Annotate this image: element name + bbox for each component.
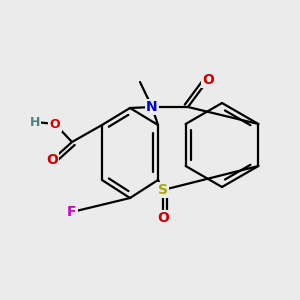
Text: O: O xyxy=(202,73,214,87)
Text: F: F xyxy=(67,205,77,219)
Text: O: O xyxy=(46,153,58,167)
Text: S: S xyxy=(158,183,168,197)
Text: N: N xyxy=(146,100,158,114)
Text: O: O xyxy=(50,118,60,130)
Text: O: O xyxy=(157,211,169,225)
Text: H: H xyxy=(30,116,40,128)
